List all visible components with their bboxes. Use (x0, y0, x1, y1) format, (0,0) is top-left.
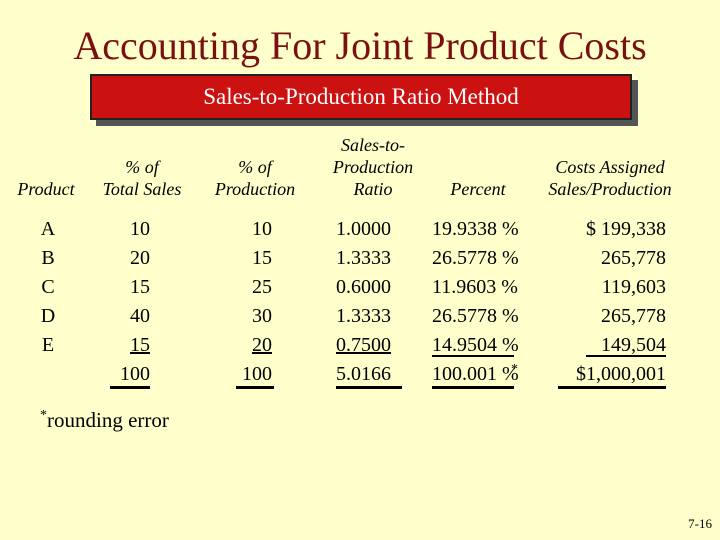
costs-column: $ 199,338 265,778 119,603 265,778 149,50… (556, 215, 666, 389)
costs-cell: 149,504 (601, 334, 666, 356)
header-pct-production: % of Production (205, 156, 305, 200)
ratio-column: 1.0000 1.3333 0.6000 1.3333 0.7500 5.016… (336, 215, 406, 389)
method-banner-text: Sales-to-Production Ratio Method (203, 84, 519, 109)
costs-cell: 265,778 (601, 247, 666, 269)
costs-single-underline (586, 355, 666, 357)
rounding-asterisk: * (511, 362, 518, 377)
costs-cell: 119,603 (601, 276, 666, 298)
header-ratio-line1: Sales-to- (341, 135, 405, 155)
percent-cell: 26.5778 % (432, 247, 519, 269)
page-number: 7-16 (688, 516, 712, 531)
header-pct-prod-line1: % of (238, 157, 272, 177)
header-product-label: Product (17, 179, 75, 199)
pct-prod-cell: 15 (252, 247, 272, 269)
header-pct-prod-line2: Production (214, 179, 296, 199)
ratio-cell: 1.0000 (336, 218, 391, 240)
ratio-total: 5.0166 (336, 363, 391, 385)
percent-cell: 11.9603 % (432, 276, 518, 298)
pct-sales-cell: 15 (130, 276, 150, 298)
pct-sales-column: 10 20 15 40 15 100 (108, 215, 150, 389)
ratio-cell: 0.7500 (336, 334, 391, 356)
pct-prod-total: 100 (242, 363, 272, 385)
product-cell: C (41, 276, 55, 298)
percent-cell: 19.9338 % (432, 218, 519, 240)
pct-sales-cell: 40 (130, 305, 150, 327)
costs-total: $1,000,001 (576, 363, 666, 385)
product-cell: B (41, 247, 55, 269)
header-costs: Costs Assigned Sales/Production (530, 156, 690, 200)
footnote: *rounding error (40, 408, 169, 433)
header-product: Product (6, 178, 86, 200)
ratio-double-underline (336, 386, 402, 389)
ratio-cell: 1.3333 (336, 247, 391, 269)
method-banner: Sales-to-Production Ratio Method (90, 74, 632, 120)
costs-cell: 265,778 (601, 305, 666, 327)
page-title: Accounting For Joint Product Costs (73, 23, 647, 68)
ratio-cell: 1.3333 (336, 305, 391, 327)
header-ratio: Sales-to- Production Ratio (318, 134, 428, 200)
pct-sales-cell: 15 (130, 334, 150, 356)
pct-prod-double-underline (236, 386, 274, 389)
costs-double-underline (558, 386, 666, 389)
header-costs-line1: Costs Assigned (555, 157, 665, 177)
pct-sales-double-underline (110, 386, 150, 389)
product-cell: D (40, 305, 56, 327)
footnote-text: rounding error (47, 408, 169, 432)
percent-cell: 26.5778 % (432, 305, 519, 327)
product-column: A B C D E (36, 215, 60, 360)
percent-column: 19.9338 % 26.5778 % 11.9603 % 26.5778 % … (432, 215, 542, 389)
footnote-asterisk: * (40, 408, 47, 423)
pct-prod-cell: 10 (252, 218, 272, 240)
header-costs-line2: Sales/Production (548, 179, 672, 199)
pct-prod-cell: 25 (252, 276, 272, 298)
pct-prod-cell: 20 (252, 334, 272, 356)
pct-sales-total: 100 (120, 363, 150, 385)
header-percent: Percent (432, 178, 524, 200)
costs-cell: $ 199,338 (586, 218, 666, 240)
header-pct-sales-line1: % of (125, 157, 159, 177)
product-cell: A (40, 218, 56, 240)
product-cell: E (41, 334, 55, 356)
pct-prod-cell: 30 (252, 305, 272, 327)
percent-single-underline (432, 355, 514, 357)
percent-double-underline (432, 386, 514, 389)
header-ratio-line3: Ratio (353, 179, 393, 199)
ratio-cell: 0.6000 (336, 276, 391, 298)
percent-total: 100.001 % (432, 363, 519, 385)
header-percent-label: Percent (450, 179, 506, 199)
header-ratio-line2: Production (332, 157, 414, 177)
pct-sales-cell: 10 (130, 218, 150, 240)
header-pct-sales-line2: Total Sales (102, 179, 182, 199)
percent-cell: 14.9504 % (432, 334, 519, 356)
header-pct-sales: % of Total Sales (92, 156, 192, 200)
pct-sales-cell: 20 (130, 247, 150, 269)
pct-production-column: 10 15 25 30 20 100 (230, 215, 272, 389)
